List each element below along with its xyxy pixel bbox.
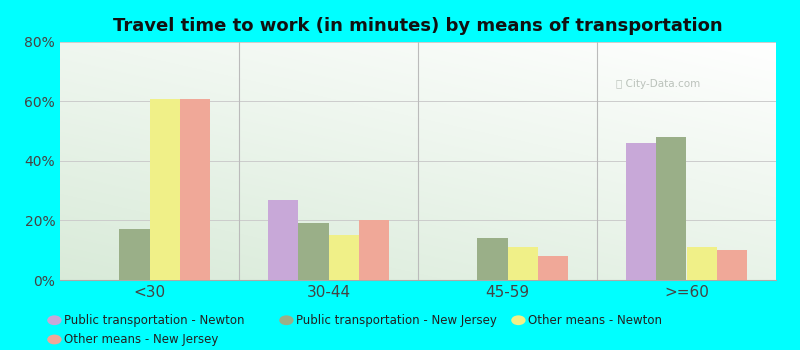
- Bar: [329, 235, 359, 280]
- Text: Ⓢ City-Data.com: Ⓢ City-Data.com: [616, 79, 700, 89]
- Bar: [180, 98, 210, 280]
- Text: Public transportation - New Jersey: Public transportation - New Jersey: [296, 314, 497, 327]
- Text: Public transportation - Newton: Public transportation - Newton: [64, 314, 245, 327]
- Bar: [268, 199, 298, 280]
- Bar: [656, 137, 686, 280]
- Bar: [686, 247, 717, 280]
- Bar: [359, 220, 390, 280]
- Text: Other means - New Jersey: Other means - New Jersey: [64, 333, 218, 346]
- Bar: [507, 247, 538, 280]
- Bar: [150, 98, 180, 280]
- Bar: [717, 250, 747, 280]
- Text: Other means - Newton: Other means - Newton: [528, 314, 662, 327]
- Bar: [626, 143, 656, 280]
- Bar: [298, 223, 329, 280]
- Bar: [477, 238, 507, 280]
- Bar: [538, 256, 568, 280]
- Title: Travel time to work (in minutes) by means of transportation: Travel time to work (in minutes) by mean…: [113, 17, 723, 35]
- Bar: [119, 230, 150, 280]
